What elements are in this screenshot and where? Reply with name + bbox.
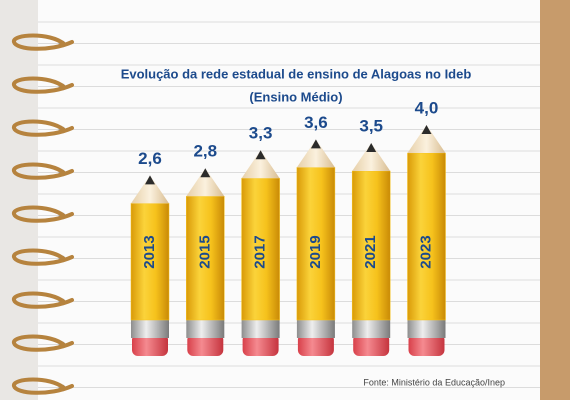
- page: [38, 0, 540, 400]
- spiral: [12, 33, 74, 395]
- value-label: 3,3: [249, 124, 273, 143]
- category-label: 2021: [362, 235, 379, 268]
- category-label: 2015: [196, 235, 213, 268]
- pencil-wood: [352, 143, 391, 171]
- pencil-eraser: [408, 334, 445, 356]
- ring: [12, 377, 74, 395]
- ring: [12, 248, 74, 266]
- pencil-lead: [255, 150, 266, 160]
- source-note: Fonte: Ministério da Educação/Inep: [363, 377, 505, 387]
- ring: [12, 291, 74, 309]
- pencil-wood: [186, 168, 225, 197]
- chart-subtitle: (Ensino Médio): [249, 89, 342, 104]
- pencil-wood: [241, 150, 280, 179]
- ring: [12, 119, 74, 137]
- pencil-wood: [407, 125, 446, 153]
- pencil-wood: [131, 175, 169, 204]
- bar: [186, 195, 225, 321]
- pencil-eraser: [242, 334, 279, 356]
- pencil-ferrule: [131, 320, 169, 338]
- pencil-lead: [200, 168, 211, 178]
- value-label: 3,6: [304, 113, 328, 132]
- pencil-eraser: [187, 334, 224, 356]
- cardboard: [535, 0, 570, 400]
- bar: [407, 152, 446, 321]
- pencil-ferrule: [241, 320, 280, 338]
- value-label: 2,8: [193, 142, 217, 161]
- ring: [12, 76, 74, 94]
- value-label: 4,0: [415, 98, 439, 117]
- chart-title: Evolução da rede estadual de ensino de A…: [121, 66, 472, 81]
- pencil-eraser: [297, 334, 334, 356]
- pencil-wood: [296, 139, 335, 168]
- pencil-ferrule: [186, 320, 225, 338]
- pencil-lead: [310, 139, 321, 149]
- category-label: 2017: [252, 235, 269, 268]
- pencil-eraser: [353, 334, 390, 356]
- pencil-lead: [366, 143, 377, 152]
- value-label: 3,5: [359, 116, 383, 135]
- ring: [12, 205, 74, 223]
- category-label: 2019: [307, 235, 324, 268]
- category-label: 2023: [417, 235, 434, 268]
- pencil-lead: [145, 175, 155, 185]
- pencil-ferrule: [407, 320, 446, 338]
- pencil-lead: [421, 125, 432, 134]
- pencil-ferrule: [352, 320, 391, 338]
- ring: [12, 334, 74, 352]
- bar: [241, 177, 280, 321]
- bar: [351, 170, 391, 321]
- ruled-lines: [38, 21, 540, 388]
- value-label: 2,6: [138, 149, 162, 168]
- pencil-ferrule: [296, 320, 335, 338]
- pencil-eraser: [132, 334, 168, 356]
- ring: [12, 162, 74, 180]
- ring: [12, 33, 74, 51]
- category-label: 2013: [141, 235, 158, 268]
